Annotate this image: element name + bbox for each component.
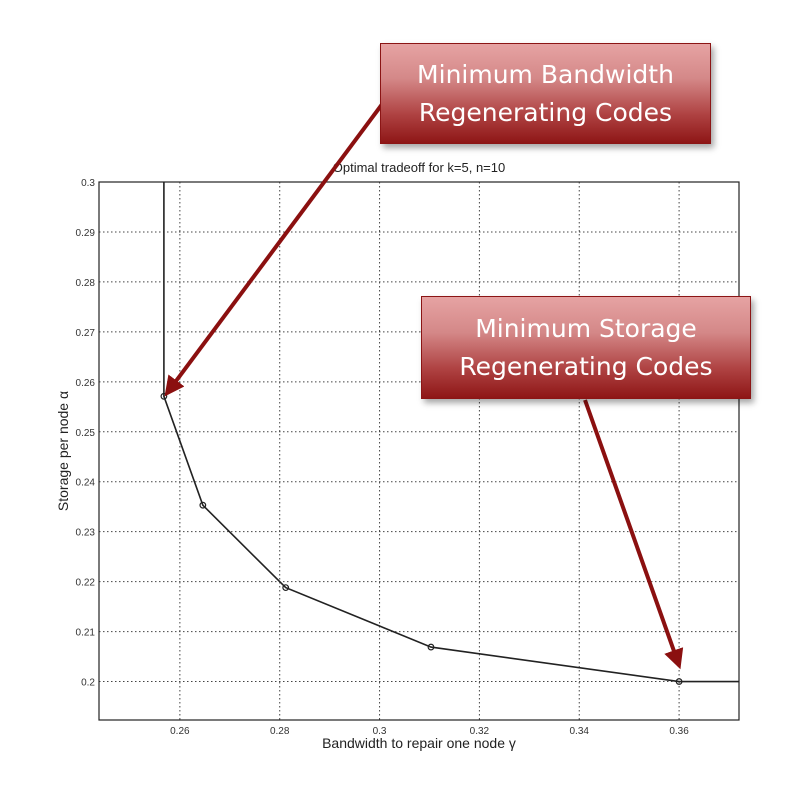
- y-tick-label: 0.28: [76, 278, 96, 289]
- y-axis-label: Storage per node α: [55, 391, 71, 511]
- x-tick-label: 0.3: [373, 726, 387, 737]
- grid: [99, 181, 739, 720]
- series: [160, 182, 739, 685]
- y-tick-label: 0.25: [76, 428, 96, 439]
- y-tick-label: 0.2: [81, 678, 95, 689]
- x-tick-label: 0.36: [669, 726, 689, 737]
- x-tick-label: 0.34: [570, 726, 590, 737]
- callout-min-bandwidth: Minimum Bandwidth Regenerating Codes: [380, 43, 711, 144]
- arrows: [164, 101, 684, 670]
- data-point: [675, 678, 683, 685]
- plot-frame: [98, 181, 740, 721]
- x-axis-label: Bandwidth to repair one node γ: [322, 735, 516, 751]
- ticks: 0.26 0.28 0.3 0.32 0.34 0.36 0.2 0.21 0.22 0.23 0.…: [76, 178, 690, 737]
- y-tick-label: 0.26: [76, 378, 96, 389]
- callout-min-storage: Minimum Storage Regenerating Codes: [421, 296, 751, 399]
- annotation-arrow: [583, 399, 684, 670]
- callout-line: Minimum Storage: [475, 313, 697, 343]
- callout-line: Regenerating Codes: [418, 97, 673, 127]
- data-point: [427, 643, 435, 651]
- data-point: [199, 501, 207, 509]
- data-point: [282, 584, 290, 592]
- x-tick-label: 0.28: [270, 726, 290, 737]
- y-tick-label: 0.27: [76, 328, 96, 339]
- x-tick-label: 0.32: [470, 726, 490, 737]
- annotation-arrow: [164, 101, 385, 397]
- y-tick-label: 0.29: [76, 228, 96, 239]
- x-tick-label: 0.26: [170, 726, 190, 737]
- y-tick-label: 0.3: [81, 178, 95, 189]
- y-tick-label: 0.24: [76, 478, 96, 489]
- y-tick-label: 0.21: [76, 628, 96, 639]
- tradeoff-curve: [163, 182, 739, 683]
- y-tick-label: 0.23: [76, 528, 96, 539]
- y-tick-label: 0.22: [76, 578, 96, 589]
- callout-line: Regenerating Codes: [459, 351, 713, 381]
- chart-title: Optimal tradeoff for k=5, n=10: [333, 160, 505, 175]
- callout-line: Minimum Bandwidth: [417, 59, 674, 89]
